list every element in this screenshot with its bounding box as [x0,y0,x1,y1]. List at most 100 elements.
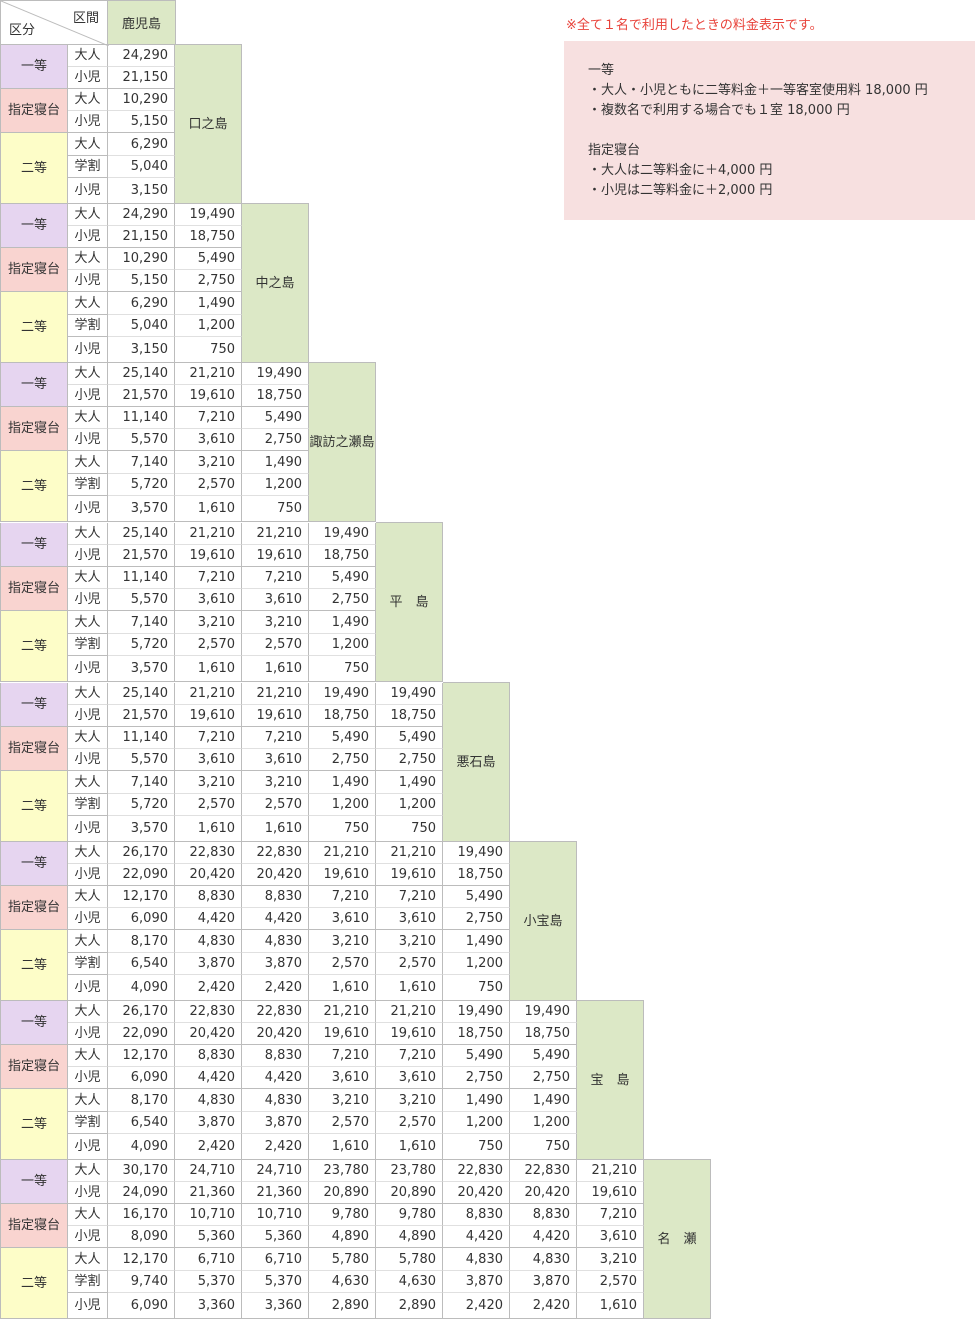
passenger-type: 小児 [68,749,108,771]
berth-label: 指定寝台 [0,567,68,611]
fare-cell: 2,570 [309,1112,376,1134]
fare-cell: 21,210 [242,683,309,705]
fare-cell: 12,170 [108,1045,175,1067]
fare-cell: 3,210 [175,611,242,634]
fare-cell: 21,210 [376,842,443,864]
fare-cell: 750 [309,816,376,842]
fare-cell: 5,490 [175,248,242,270]
fare-cell: 4,090 [108,975,175,1001]
fare-cell: 1,490 [376,771,443,794]
fare-cell: 2,570 [175,794,242,816]
destination-port: 平 島 [376,523,443,682]
passenger-type: 大人 [68,363,108,385]
passenger-type: 小児 [68,178,108,204]
passenger-type: 小児 [68,656,108,682]
fare-cell: 9,780 [309,1204,376,1226]
fare-cell: 19,610 [175,385,242,407]
passenger-type: 大人 [68,204,108,226]
fare-cell: 5,360 [175,1226,242,1248]
berth-note-line-1: ・大人は二等料金に＋4,000 円 [588,163,773,178]
second-class-label: 二等 [0,1089,68,1160]
first-class-note-title: 一等 [588,63,615,78]
fare-cell: 4,830 [175,930,242,953]
destination-port: 中之島 [242,204,309,363]
fare-cell: 1,200 [443,953,510,975]
passenger-type: 小児 [68,1023,108,1045]
fare-cell: 22,090 [108,864,175,886]
fare-cell: 3,610 [175,749,242,771]
berth-note: 指定寝台 ・大人は二等料金に＋4,000 円 ・小児は二等料金に＋2,000 円 [588,141,975,201]
fare-cell: 25,140 [108,683,175,705]
fare-cell: 26,170 [108,1001,175,1023]
fare-cell: 8,170 [108,930,175,953]
second-class-label: 二等 [0,1248,68,1319]
fare-cell: 1,490 [443,1089,510,1112]
fare-cell: 3,210 [175,451,242,474]
fare-cell: 4,890 [309,1226,376,1248]
fare-cell: 3,150 [108,178,175,204]
fare-cell: 2,570 [376,953,443,975]
fare-cell: 1,200 [175,315,242,337]
passenger-type: 学割 [68,1112,108,1134]
fare-cell: 3,610 [376,1067,443,1089]
port-top-border [242,203,309,204]
fare-cell: 2,750 [309,749,376,771]
fare-cell: 7,210 [309,1045,376,1067]
port-top-border [175,44,242,45]
fare-cell: 750 [175,337,242,363]
passenger-type: 大人 [68,133,108,156]
fare-cell: 8,090 [108,1226,175,1248]
fare-cell: 7,210 [376,886,443,908]
diagonal-divider [1,1,109,46]
fare-cell: 1,490 [309,611,376,634]
fare-cell: 10,710 [175,1204,242,1226]
fare-cell: 2,570 [242,634,309,656]
fare-cell: 4,830 [510,1248,577,1271]
fare-cell: 750 [309,656,376,682]
passenger-type: 学割 [68,1271,108,1293]
fare-cell: 18,750 [175,226,242,248]
fare-cell: 21,210 [242,523,309,545]
fare-cell: 5,720 [108,794,175,816]
fare-cell: 21,150 [108,67,175,89]
fare-cell: 18,750 [510,1023,577,1045]
fare-cell: 19,490 [376,683,443,705]
port-top-border [309,362,376,363]
fare-cell: 21,210 [309,842,376,864]
fare-cell: 1,610 [242,816,309,842]
fare-cell: 21,360 [175,1182,242,1204]
berth-label: 指定寝台 [0,886,68,930]
fare-cell: 9,780 [376,1204,443,1226]
fare-cell: 1,200 [376,794,443,816]
fare-cell: 21,210 [175,523,242,545]
fare-cell: 5,150 [108,111,175,133]
fare-cell: 750 [510,1134,577,1160]
fare-cell: 11,140 [108,567,175,589]
fare-cell: 9,740 [108,1271,175,1293]
fare-cell: 19,490 [443,842,510,864]
section-label: 区間 [72,11,99,26]
fare-cell: 4,420 [510,1226,577,1248]
fare-cell: 2,570 [175,474,242,496]
fare-cell: 1,610 [175,816,242,842]
fare-cell: 8,830 [242,886,309,908]
fare-cell: 20,420 [443,1182,510,1204]
fare-cell: 24,710 [175,1160,242,1182]
passenger-type: 学割 [68,794,108,816]
fare-cell: 22,830 [242,1001,309,1023]
fare-cell: 2,750 [175,270,242,292]
passenger-type: 大人 [68,248,108,270]
fare-cell: 4,420 [242,1067,309,1089]
fare-cell: 2,750 [242,429,309,451]
fare-cell: 22,830 [175,842,242,864]
fare-cell: 6,290 [108,292,175,315]
passenger-type: 小児 [68,816,108,842]
passenger-type: 大人 [68,683,108,705]
fare-cell: 18,750 [376,705,443,727]
first-class-label: 一等 [0,683,68,727]
port-top-border [577,1000,644,1001]
fare-cell: 21,210 [376,1001,443,1023]
fare-cell: 5,490 [510,1045,577,1067]
fare-cell: 2,750 [309,589,376,611]
fare-cell: 750 [242,496,309,522]
